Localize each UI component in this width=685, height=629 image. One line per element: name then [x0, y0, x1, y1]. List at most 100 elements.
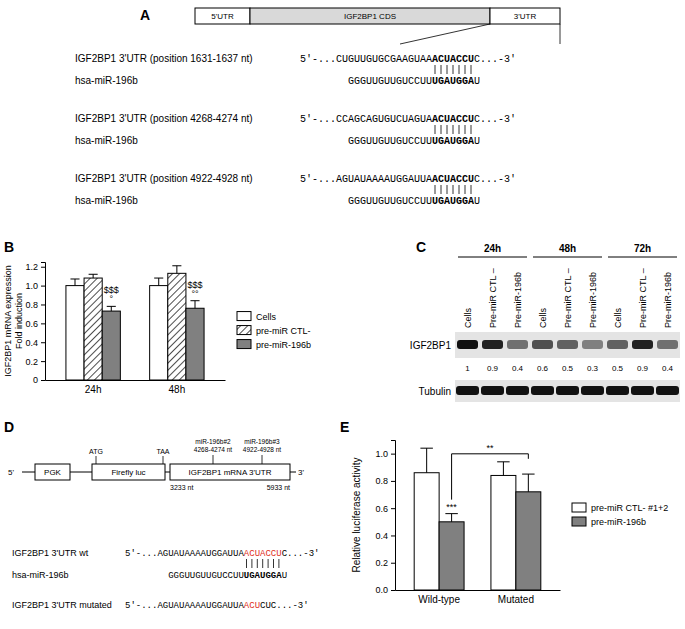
x-axis-line	[396, 590, 561, 591]
mirna-name: hsa-miR-196b	[75, 195, 138, 206]
codon-mark	[163, 456, 164, 464]
base-pair	[435, 125, 436, 134]
lane-label: Pre-miR CTL –	[563, 268, 573, 328]
base-pair	[441, 185, 442, 194]
codon-label: ATG	[89, 448, 103, 455]
group-line	[608, 257, 677, 258]
time-label: 72h	[634, 243, 651, 254]
codon-mark	[96, 456, 97, 464]
loading-band	[456, 386, 479, 395]
y-tick-label: 0.6	[25, 319, 38, 329]
band	[607, 340, 628, 349]
y-tick-label: 1.2	[25, 262, 38, 272]
band	[532, 340, 553, 349]
legend-label: pre-miR CTL- #1+2	[591, 503, 668, 513]
sequence-part: GGGUUGUUGUCCUU	[348, 76, 432, 87]
legend-label: pre-miR CTL-	[256, 326, 311, 336]
lane-label: Pre-miR-196b	[513, 272, 523, 328]
quantification-label: 0.5	[612, 364, 624, 373]
y-tick-mark	[41, 304, 45, 305]
construct-box	[170, 464, 290, 480]
error-cap	[497, 461, 509, 462]
band	[557, 340, 578, 349]
quantification-label: 0.6	[537, 364, 549, 373]
quantification-label: 1	[465, 364, 470, 373]
error-bar	[154, 278, 163, 286]
error-bar	[89, 274, 98, 278]
legend: pre-miR CTL- #1+2pre-miR-196b	[572, 503, 668, 527]
base-pair	[471, 65, 472, 74]
sequence-label: IGF2BP1 3'UTR mutated	[12, 600, 112, 610]
lane-label: Pre-miR-196b	[588, 272, 598, 328]
error-bar	[522, 474, 534, 492]
error-cap	[107, 306, 116, 307]
panel-letter: D	[4, 419, 14, 435]
error-line	[75, 279, 76, 286]
base-pair	[447, 125, 448, 134]
x-tick-label: 24h	[85, 384, 102, 395]
quantification-label: 0.4	[512, 364, 524, 373]
sequence: 5'-...AGUAUAAAAUGGAUUAACUCUC...-3'	[125, 601, 309, 611]
base-pair	[447, 185, 448, 194]
y-tick: 0.2	[375, 558, 395, 568]
sequence-part: GGGUUGUUGUCCUU	[348, 136, 432, 147]
base-pair	[465, 125, 466, 134]
sequence: 5'-...CUGUUGUGCGAAGUAAACUACCUC...-3'	[300, 54, 516, 65]
loading-band	[481, 386, 504, 395]
bar	[516, 492, 541, 590]
gene-region	[195, 8, 250, 24]
position-label: 5933 nt	[267, 484, 290, 491]
gene-label: IGF2BP1 CDS	[344, 12, 396, 21]
legend-label: pre-miR-196b	[256, 340, 311, 350]
panel-letter: B	[4, 239, 14, 255]
gene-region	[490, 8, 560, 24]
loading-band	[631, 386, 654, 395]
band	[657, 340, 678, 349]
bar-chart: B00.20.40.60.81.01.224h48hIGF2BP1 mRNA e…	[3, 239, 311, 395]
error-bar	[70, 279, 79, 286]
error-bar	[172, 266, 181, 274]
figure: A5'UTRIGF2BP1 CDS3'UTRIGF2BP1 3'UTR (pos…	[0, 0, 685, 629]
x-tick-label: Mutated	[498, 594, 534, 605]
base-pair	[453, 185, 454, 194]
error-line	[158, 278, 159, 286]
y-tick-mark	[41, 380, 45, 381]
band	[507, 340, 528, 349]
zoom-line	[400, 24, 490, 44]
error-cap	[522, 474, 534, 475]
y-axis-title: Fold induction	[14, 293, 24, 349]
error-cap	[70, 278, 79, 279]
site-label: IGF2BP1 3'UTR (position 1631-1637 nt)	[75, 53, 253, 64]
error-cap	[172, 265, 181, 266]
panel-c: C24h48h72hCellsPre-miR CTL –Pre-miR-196b…	[410, 239, 680, 402]
base-pair	[447, 65, 448, 74]
background	[0, 0, 685, 629]
blot	[455, 380, 680, 402]
x-tick-label: 48h	[169, 384, 186, 395]
error-bar	[497, 462, 509, 476]
bar	[491, 475, 516, 590]
sequence-part: ACUACCU	[432, 114, 474, 125]
gene-label: 5'UTR	[211, 12, 234, 21]
sequence: GGGUUGUUGUCCUUUGAUGGAU	[348, 196, 480, 207]
bar	[84, 278, 102, 380]
x-axis: 24h 48h	[46, 381, 226, 396]
x-axis: Wild-typeMutated	[396, 591, 561, 606]
band	[457, 340, 478, 349]
y-tick-mark	[391, 454, 395, 455]
y-axis-line	[41, 263, 46, 381]
base-pair	[435, 185, 436, 194]
error-line	[503, 462, 504, 476]
panel-a: A5'UTRIGF2BP1 CDS3'UTRIGF2BP1 3'UTR (pos…	[75, 7, 560, 207]
construct-box	[35, 464, 70, 480]
protein-label: Tubulin	[419, 386, 451, 397]
error-bar	[107, 306, 116, 311]
base-pair	[257, 559, 258, 568]
loading-band	[506, 386, 529, 395]
legend-swatch	[237, 312, 251, 321]
error-line	[176, 266, 177, 274]
bar	[168, 273, 186, 380]
y-tick-mark	[41, 361, 45, 362]
error-cap	[89, 274, 98, 275]
y-tick-mark	[41, 267, 45, 268]
